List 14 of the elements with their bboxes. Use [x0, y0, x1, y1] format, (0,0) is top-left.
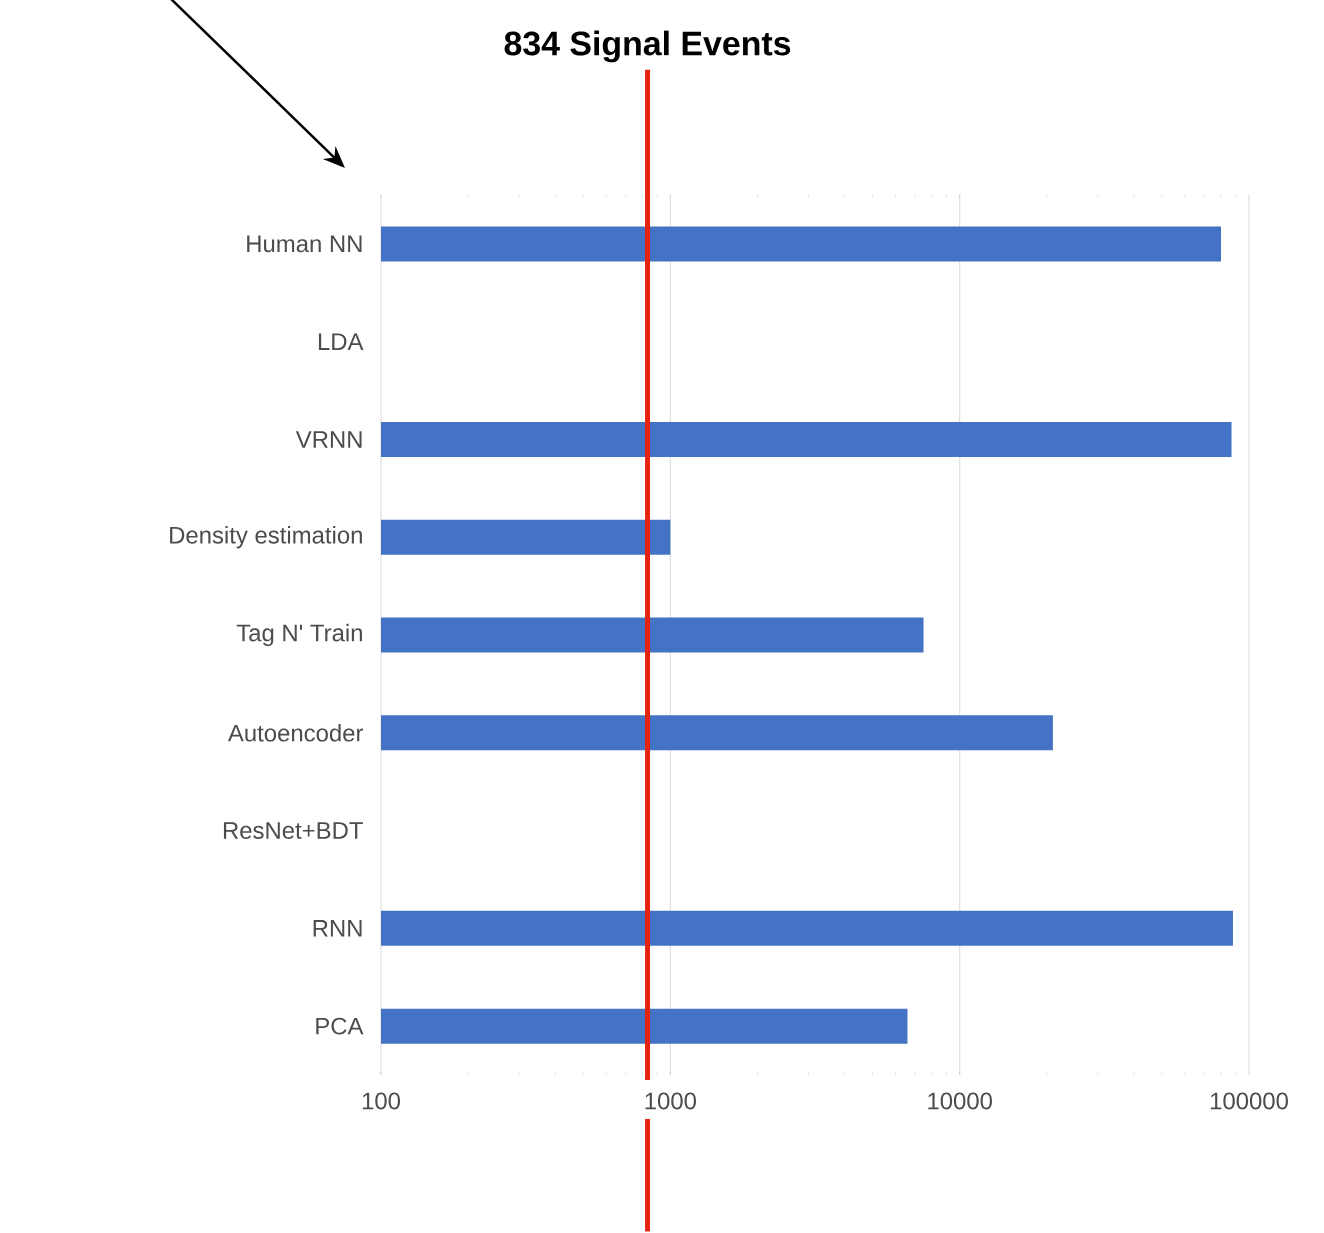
y-tick-label: LDA: [318, 333, 364, 350]
y-tick-label: Human NN: [247, 235, 362, 253]
x-tick-label: 1000: [645, 1092, 696, 1110]
y-tick-label: PCA: [316, 1017, 364, 1035]
y-tick-label: VRNN: [295, 431, 362, 448]
y-tick-label: Tag N' Train: [236, 623, 362, 647]
y-tick-label: Density estimation: [170, 526, 362, 549]
x-tick-label: 100000: [1210, 1092, 1288, 1110]
y-tick-label: ResNet+BDT: [223, 822, 363, 839]
x-tick-label: 100: [362, 1092, 401, 1110]
y-tick-label: RNN: [313, 920, 362, 937]
ref-line-label: 834 Signal Events: [504, 30, 791, 63]
y-tick-label: Autoencoder: [227, 724, 364, 742]
x-tick-label: 10000: [928, 1092, 992, 1110]
